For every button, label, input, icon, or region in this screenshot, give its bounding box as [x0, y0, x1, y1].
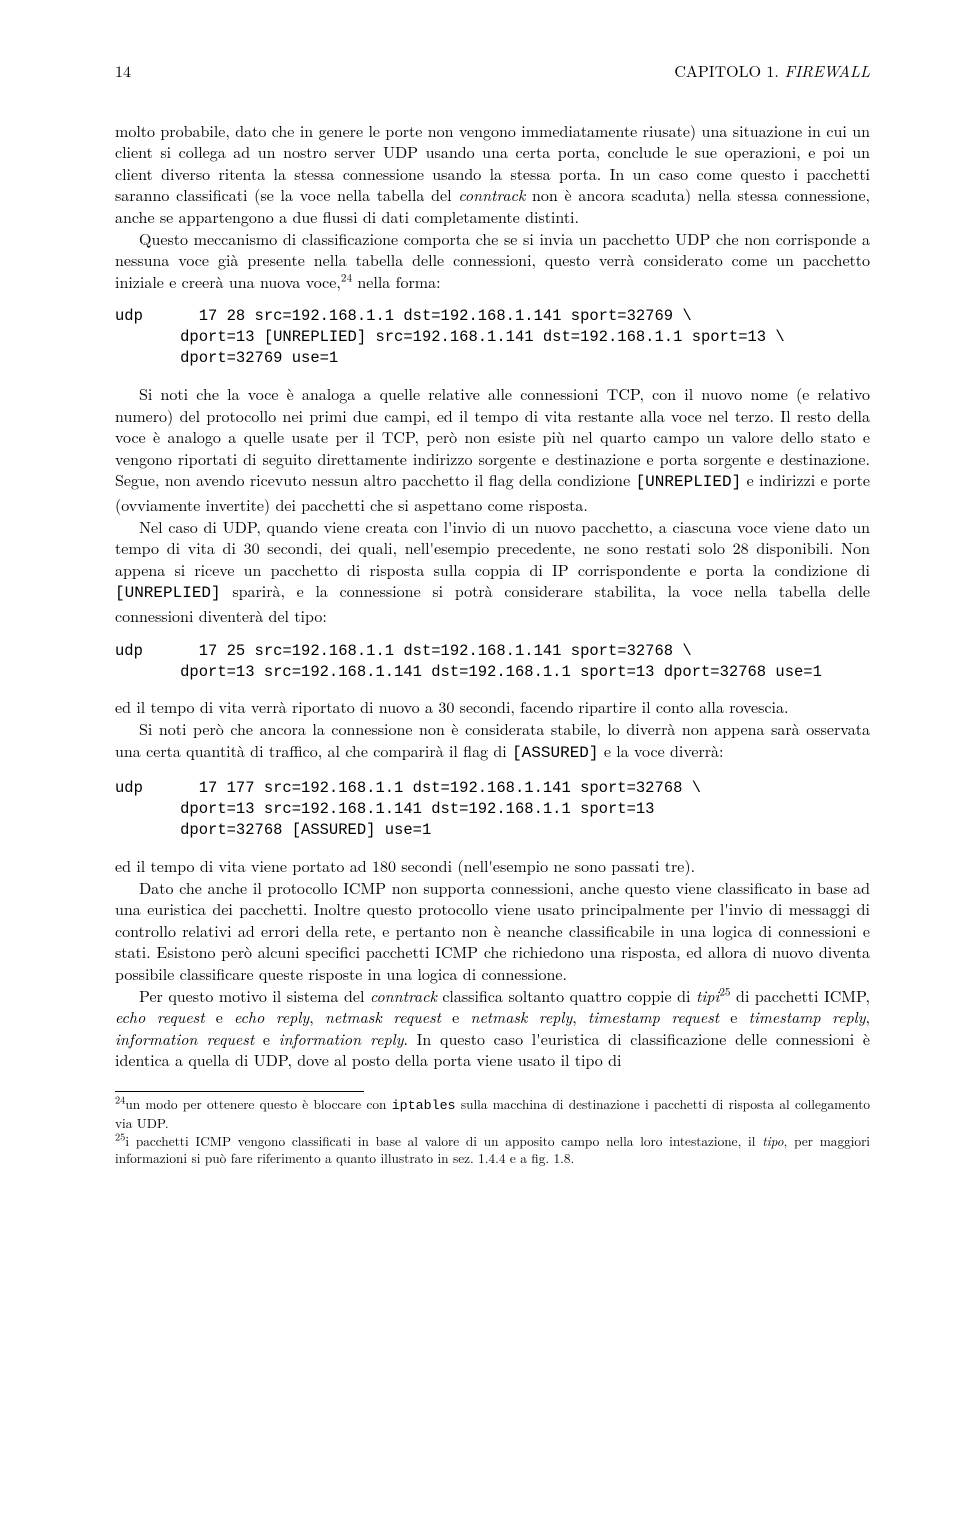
body-paragraph: ed il tempo di vita verrà riportato di n…: [115, 696, 870, 718]
emphasis: echo request: [115, 1005, 205, 1028]
body-paragraph: ed il tempo di vita viene portato ad 180…: [115, 855, 870, 877]
inline-code: [UNREPLIED]: [115, 584, 221, 602]
emphasis: conntrack: [370, 984, 437, 1007]
code-block: udp 17 177 src=192.168.1.1 dst=192.168.1…: [115, 778, 870, 841]
code-block: udp 17 28 src=192.168.1.1 dst=192.168.1.…: [115, 306, 870, 369]
emphasis: tipi: [696, 984, 719, 1007]
emphasis: echo reply: [234, 1005, 309, 1028]
emphasis: netmask reply: [470, 1005, 572, 1028]
body-paragraph: Per questo motivo il sistema del conntra…: [115, 985, 870, 1071]
body-paragraph: Nel caso di UDP, quando viene creata con…: [115, 516, 870, 627]
chapter-label: CAPITOLO 1.: [674, 59, 778, 82]
emphasis: tipo: [762, 1131, 783, 1150]
body-paragraph: Dato che anche il protocollo ICMP non su…: [115, 877, 870, 985]
inline-code: [ASSURED]: [512, 744, 598, 762]
footnote-ref: 24: [341, 269, 352, 285]
code-block: udp 17 25 src=192.168.1.1 dst=192.168.1.…: [115, 641, 870, 683]
footnote-number: 24: [115, 1093, 125, 1108]
footnote-separator: [115, 1091, 364, 1092]
footnote: 25i pacchetti ICMP vengono classificati …: [115, 1132, 870, 1167]
emphasis: information request: [115, 1027, 254, 1050]
inline-code: iptables: [392, 1098, 456, 1113]
chapter-title: FIREWALL: [785, 59, 870, 82]
emphasis: timestamp reply: [749, 1005, 866, 1028]
body-paragraph: molto probabile, dato che in genere le p…: [115, 120, 870, 228]
emphasis: timestamp request: [588, 1005, 719, 1028]
running-head: CAPITOLO 1. FIREWALL: [674, 60, 870, 82]
footnote: 24un modo per ottenere questo è bloccare…: [115, 1095, 870, 1132]
emphasis: information reply: [279, 1027, 404, 1050]
body-paragraph: Si noti però che ancora la connessione n…: [115, 718, 870, 764]
footnote-ref: 25: [719, 983, 730, 999]
body-paragraph: Questo meccanismo di classificazione com…: [115, 228, 870, 293]
footnote-number: 25: [115, 1129, 125, 1144]
body-paragraph: Si noti che la voce è analoga a quelle r…: [115, 383, 870, 516]
emphasis: netmask request: [325, 1005, 441, 1028]
page-header: 14 CAPITOLO 1. FIREWALL: [115, 60, 870, 82]
inline-code: [UNREPLIED]: [636, 473, 742, 491]
emphasis: conntrack: [458, 183, 525, 206]
page-number: 14: [115, 60, 131, 82]
